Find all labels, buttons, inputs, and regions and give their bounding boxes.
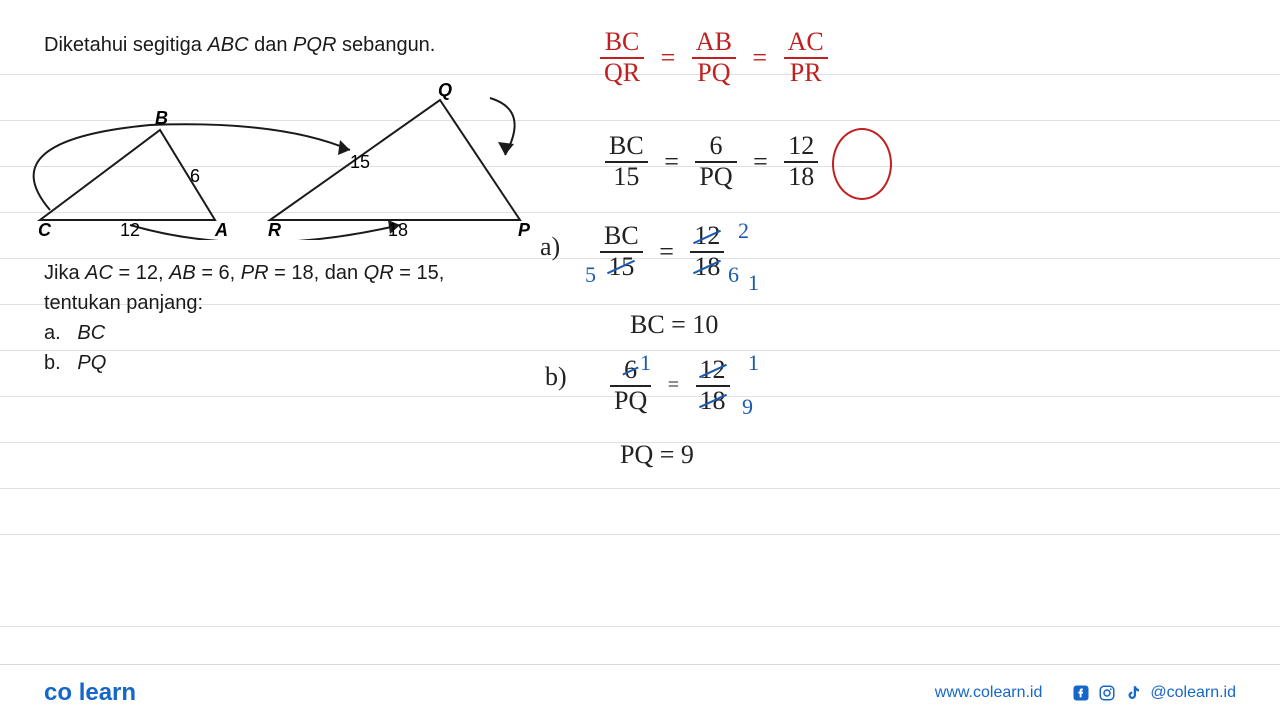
- ans-a: BC = 10: [630, 310, 718, 340]
- item-b-label: b.: [44, 352, 61, 374]
- r1n: BC: [600, 28, 644, 59]
- item-b: b. PQ: [44, 352, 106, 375]
- brn: 12: [700, 355, 726, 384]
- logo-learn: learn: [79, 679, 136, 706]
- bd: PQ: [610, 387, 651, 416]
- brand-logo: co learn: [44, 679, 136, 707]
- brd: 18: [700, 386, 726, 415]
- ruled-line: [0, 488, 1280, 489]
- problem-given: Jika AC = 12, AB = 6, PR = 18, dan QR = …: [44, 262, 444, 285]
- cancel-6: 6: [728, 262, 739, 288]
- arrow-ac-rp: [130, 225, 400, 240]
- footer-handle: @colearn.id: [1150, 684, 1236, 702]
- bn: 6: [624, 355, 637, 384]
- r1d: QR: [600, 59, 644, 88]
- circle-answer-icon: [832, 128, 892, 200]
- page: Diketahui segitiga ABC dan PQR sebangun.…: [0, 0, 1280, 720]
- cancel-1a: 1: [748, 270, 759, 296]
- cancel-5: 5: [585, 262, 596, 288]
- ard: 18: [694, 252, 720, 281]
- problem-instruct: tentukan panjang:: [44, 292, 203, 315]
- s1d: 15: [605, 163, 648, 192]
- social-icons: @colearn.id: [1072, 684, 1236, 702]
- sub-line: BC15 = 6PQ = 1218: [605, 132, 818, 191]
- s2d: PQ: [695, 163, 736, 192]
- s2n: 6: [695, 132, 736, 163]
- item-a: a. BC: [44, 322, 105, 345]
- r3n: AC: [784, 28, 828, 59]
- label-b: B: [155, 108, 168, 128]
- cancel-2: 2: [738, 218, 749, 244]
- ans-b: PQ = 9: [620, 440, 694, 470]
- item-a-text: BC: [77, 322, 105, 344]
- value-rp: 18: [388, 220, 408, 240]
- s1n: BC: [605, 132, 648, 163]
- value-qr: 15: [350, 152, 370, 172]
- part-a-label: a): [540, 232, 560, 262]
- cancel-b-top: 1: [748, 350, 759, 376]
- part-b-label: b): [545, 362, 567, 392]
- r3d: PR: [784, 59, 828, 88]
- s3d: 18: [784, 163, 818, 192]
- label-q: Q: [438, 80, 452, 100]
- label-p: P: [518, 220, 531, 240]
- tiktok-icon: [1124, 684, 1142, 702]
- r2n: AB: [692, 28, 736, 59]
- cancel-b9: 9: [742, 394, 753, 420]
- item-a-label: a.: [44, 322, 61, 344]
- an: BC: [600, 222, 643, 253]
- ad: 15: [608, 252, 634, 281]
- item-b-text: PQ: [77, 352, 106, 374]
- arn: 12: [694, 221, 720, 250]
- triangles-diagram: C B A R Q P 12 6 15 18: [20, 80, 540, 240]
- problem-heading: Diketahui segitiga ABC dan PQR sebangun.: [44, 34, 435, 57]
- ruled-line: [0, 626, 1280, 627]
- r2d: PQ: [692, 59, 736, 88]
- facebook-icon: [1072, 684, 1090, 702]
- part-a-expr: BC 15 = 12 18: [600, 222, 724, 281]
- arrowhead-1: [338, 140, 350, 155]
- label-a: A: [214, 220, 228, 240]
- label-c: C: [38, 220, 52, 240]
- cancel-b1: 1: [640, 350, 651, 376]
- s3n: 12: [784, 132, 818, 163]
- value-ab: 6: [190, 166, 200, 186]
- triangle-abc: [40, 130, 215, 220]
- footer-url: www.colearn.id: [935, 684, 1043, 702]
- part-b-expr: 6 PQ = 12 18: [610, 356, 730, 415]
- arrowhead-3: [498, 142, 514, 155]
- logo-co: co: [44, 679, 72, 706]
- ratio-line: BCQR = ABPQ = ACPR: [600, 28, 828, 87]
- value-ac: 12: [120, 220, 140, 240]
- triangle-pqr: [270, 100, 520, 220]
- label-r: R: [268, 220, 281, 240]
- instagram-icon: [1098, 684, 1116, 702]
- footer: co learn www.colearn.id @colearn.id: [0, 664, 1280, 720]
- ruled-line: [0, 534, 1280, 535]
